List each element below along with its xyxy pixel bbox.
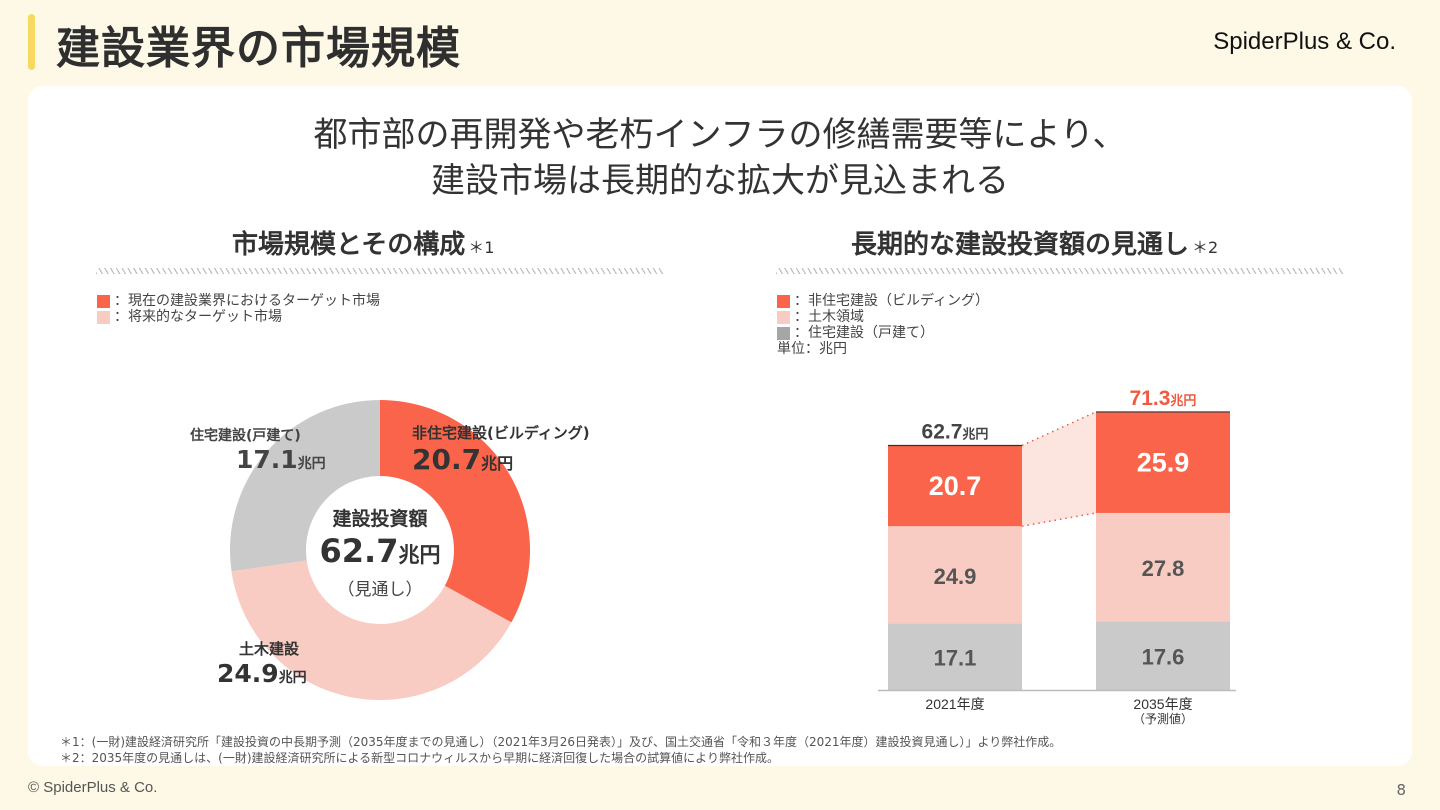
title-accent-bar [28,14,35,70]
donut-label-name: 住宅建設(戸建て) [190,428,301,444]
donut-center-label: 建設投資額 62.7兆円 （見通し） [295,504,465,600]
bar-total-label: 62.7兆円 [922,420,989,443]
legend-swatch-current [97,294,110,308]
donut-center-unit: 兆円 [398,543,441,567]
category-sublabel: （予測値） [1133,711,1193,726]
donut-slice-1 [231,560,512,701]
bar-value-label: 20.7 [929,471,982,501]
donut-label-value: 24.9 [217,659,279,688]
donut-center-title: 建設投資額 [332,508,428,530]
bar-segment-0-2 [888,445,1022,527]
right-legend: ：非住宅建設（ビルディング） ：土木領域 ：住宅建設（戸建て） 単位：兆円 [777,293,989,357]
legend-item: ：現在の建設業界におけるターゲット市場 [97,293,380,309]
category-label: 2021年度 [925,696,984,712]
bar-value-label: 17.1 [934,646,977,671]
donut-label-value: 17.1 [236,445,298,474]
brand-logo: SpiderPlus & Co. [1213,28,1396,55]
left-section-title: 市場規模とその構成 ＊1 [232,224,494,261]
page-number: 8 [1396,781,1406,799]
legend-item: ：住宅建設（戸建て） [777,325,989,341]
right-section-title-text: 長期的な建設投資額の見通し [851,230,1190,260]
left-section-divider [96,268,664,274]
growth-connector-band [1022,411,1096,527]
legend-item: ：非住宅建設（ビルディング） [777,293,989,309]
bar-total-label: 71.3兆円 [1130,387,1197,410]
legend-label: ：将来的なターゲット市場 [114,309,282,325]
legend-item: ：将来的なターゲット市場 [97,309,380,325]
bar-value-label: 25.9 [1137,447,1190,477]
donut-center-value: 62.7 [319,532,399,570]
right-section-note: ＊2 [1192,238,1219,257]
donut-label-residential: 住宅建設(戸建て) 17.1兆円 [190,425,326,474]
left-section-title-text: 市場規模とその構成 [232,230,466,260]
donut-label-nonresidential: 非住宅建設(ビルディング) 20.7兆円 [412,422,590,476]
right-section-title: 長期的な建設投資額の見通し ＊2 [851,224,1218,261]
donut-slice-2 [229,400,380,572]
legend-label: ：現在の建設業界におけるターゲット市場 [114,293,380,309]
right-section-divider [776,268,1344,274]
donut-label-unit: 兆円 [481,454,514,473]
legend-swatch-nonresidential [777,294,790,308]
donut-slice-0 [380,400,531,623]
legend-label: ：住宅建設（戸建て） [794,325,934,341]
bar-value-label: 17.6 [1142,645,1185,670]
bar-segment-0-0 [888,623,1022,690]
unit-label: 単位：兆円 [777,341,847,357]
donut-label-value: 20.7 [412,443,482,476]
headline: 都市部の再開発や老朽インフラの修繕需要等により、 建設市場は長期的な拡大が見込ま… [0,112,1440,204]
donut-label-civil: 土木建設 24.9兆円 [217,638,307,688]
donut-label-name: 土木建設 [239,640,300,658]
category-label: 2035年度 [1133,696,1192,712]
bar-segment-1-2 [1096,411,1230,513]
left-section-note: ＊1 [468,238,495,257]
donut-label-unit: 兆円 [297,456,326,472]
donut-label-unit: 兆円 [278,670,307,686]
bar-segment-0-1 [888,526,1022,624]
legend-item: ：土木領域 [777,309,989,325]
bar-value-label: 27.8 [1142,556,1185,581]
donut-label-name: 非住宅建設(ビルディング) [412,424,590,442]
bar-segment-1-1 [1096,512,1230,622]
donut-center-sub: （見通し） [337,580,423,600]
legend-swatch-future [97,310,110,324]
legend-swatch-residential [777,326,790,340]
legend-swatch-civil [777,310,790,324]
legend-label: ：非住宅建設（ビルディング） [794,293,990,309]
headline-line1: 都市部の再開発や老朽インフラの修繕需要等により、 [313,115,1127,155]
bar-value-label: 24.9 [934,564,977,589]
bar-segment-1-0 [1096,621,1230,690]
legend-label: ：土木領域 [794,309,864,325]
page-title: 建設業界の市場規模 [56,23,461,74]
headline-line2: 建設市場は長期的な拡大が見込まれる [431,161,1009,201]
copyright: © SpiderPlus & Co. [28,779,158,796]
footnote-1: ＊1：(一財)建設経済研究所「建設投資の中長期予測（2035年度までの見通し）（… [60,735,1062,749]
footnote-2: ＊2：2035年度の見通しは、(一財)建設経済研究所による新型コロナウィルスから… [60,751,779,765]
left-legend: ：現在の建設業界におけるターゲット市場 ：将来的なターゲット市場 [97,293,380,325]
